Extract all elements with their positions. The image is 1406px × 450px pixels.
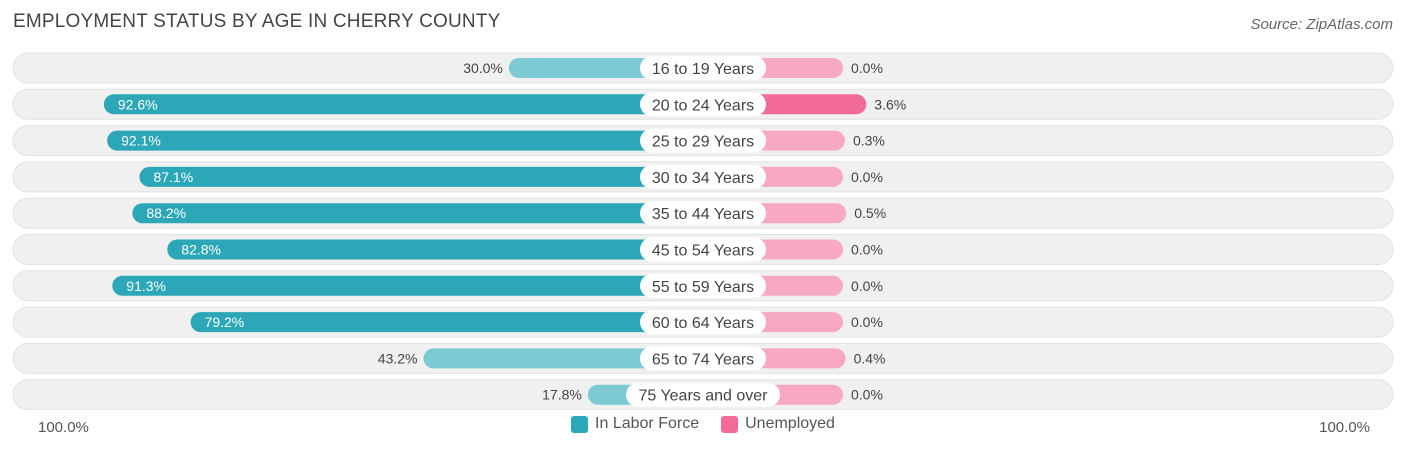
category-pill (640, 310, 766, 335)
category-label: 25 to 29 Years (652, 134, 754, 151)
labor-value-label: 92.6% (118, 96, 158, 112)
unemployed-value-label: 0.0% (851, 278, 883, 294)
category-pill (640, 237, 766, 262)
category-label: 45 to 54 Years (652, 243, 754, 260)
labor-value-label: 43.2% (378, 350, 418, 366)
legend-item-labor: In Labor Force (571, 415, 699, 433)
legend-swatch-labor (571, 415, 589, 433)
category-pill (626, 382, 780, 407)
legend: In Labor Force Unemployed (0, 415, 1406, 433)
labor-bar (112, 275, 703, 296)
legend-label-unemployed: Unemployed (745, 415, 835, 432)
category-label: 30 to 34 Years (652, 170, 754, 187)
labor-bar (139, 166, 703, 187)
labor-value-label: 82.8% (181, 242, 221, 258)
unemployed-value-label: 0.0% (851, 314, 883, 330)
bar-chart: 16 to 19 Years 30.0% 0.0% 20 to 24 Years 92.… (12, 52, 1394, 410)
unemployed-value-label: 0.0% (851, 60, 883, 76)
category-pill (640, 56, 766, 80)
legend-swatch-unemployed (721, 415, 739, 433)
labor-bar (167, 239, 703, 260)
labor-value-label: 91.3% (126, 278, 166, 294)
legend-item-unemployed: Unemployed (721, 415, 835, 433)
category-pill (640, 273, 766, 298)
category-label: 60 to 64 Years (652, 315, 754, 332)
labor-value-label: 92.1% (121, 133, 161, 149)
labor-bar (190, 312, 704, 333)
category-label: 20 to 24 Years (652, 97, 754, 114)
axis-left-label: 100.0% (38, 419, 89, 436)
category-label: 55 to 59 Years (652, 279, 754, 296)
unemployed-value-label: 3.6% (874, 96, 906, 112)
unemployed-value-label: 0.0% (851, 387, 883, 403)
labor-value-label: 30.0% (463, 60, 503, 76)
labor-bar (423, 348, 703, 369)
category-label: 65 to 74 Years (652, 351, 754, 368)
labor-value-label: 17.8% (542, 387, 582, 403)
category-pill (640, 128, 766, 153)
source-label: Source: ZipAtlas.com (1250, 16, 1393, 33)
category-label: 75 Years and over (639, 388, 769, 405)
labor-value-label: 87.1% (153, 169, 193, 185)
legend-label-labor: In Labor Force (595, 415, 700, 432)
category-pill (640, 346, 766, 371)
unemployed-value-label: 0.0% (851, 169, 883, 185)
chart-title: EMPLOYMENT STATUS BY AGE IN CHERRY COUNT… (13, 11, 501, 32)
labor-value-label: 88.2% (146, 205, 186, 221)
unemployed-value-label: 0.3% (853, 133, 885, 149)
category-pill (640, 164, 766, 189)
category-label: 16 to 19 Years (652, 61, 754, 78)
category-label: 35 to 44 Years (652, 206, 754, 223)
labor-bar (103, 94, 704, 115)
labor-value-label: 79.2% (205, 314, 245, 330)
category-pill (640, 201, 766, 226)
category-pill (640, 92, 766, 117)
labor-bar (107, 130, 704, 151)
axis-right-label: 100.0% (1319, 419, 1370, 436)
labor-bar (132, 203, 703, 224)
unemployed-value-label: 0.4% (854, 350, 886, 366)
unemployed-value-label: 0.5% (854, 205, 886, 221)
unemployed-value-label: 0.0% (851, 242, 883, 258)
